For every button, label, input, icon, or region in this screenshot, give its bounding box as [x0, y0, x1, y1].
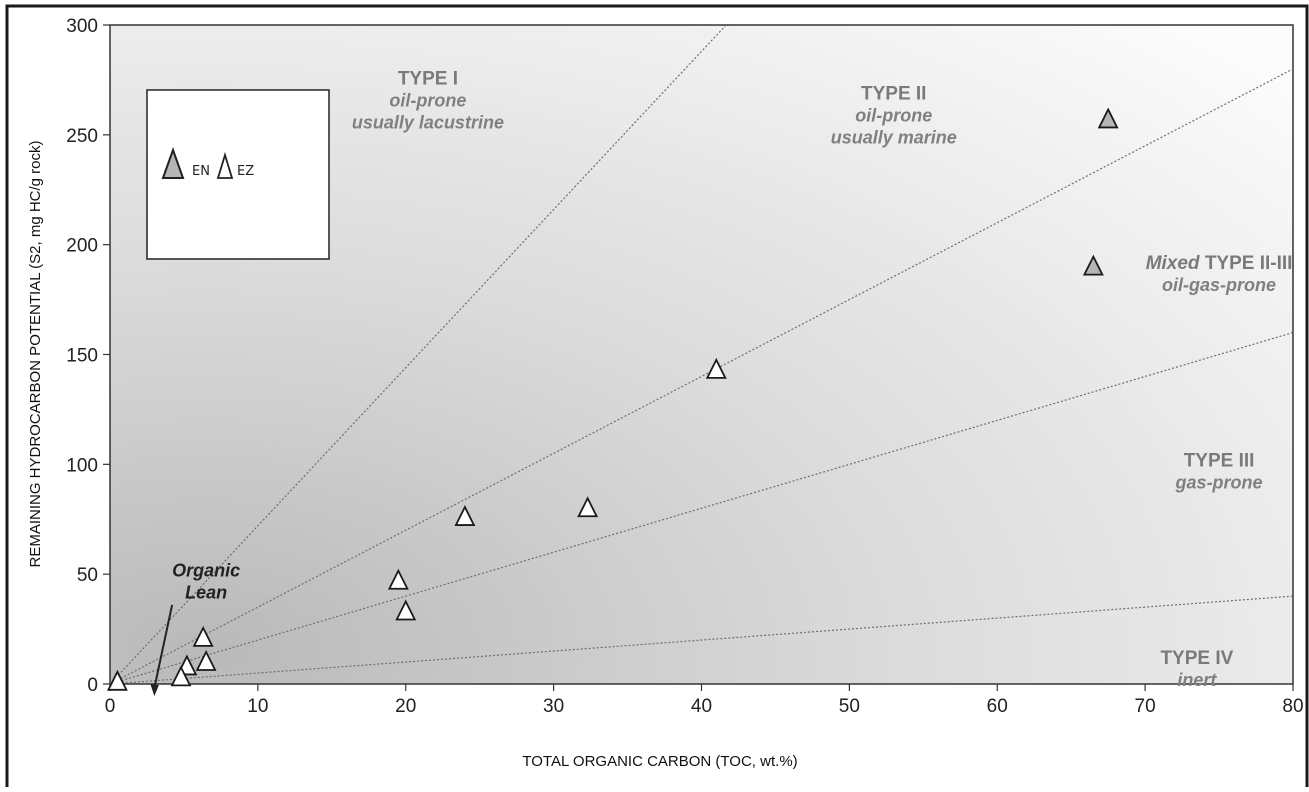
point-ez	[387, 568, 409, 590]
point-en	[1082, 254, 1104, 276]
point-en	[1097, 107, 1119, 129]
legend-en-marker	[161, 147, 185, 179]
legend-ez-label: EZ	[237, 164, 254, 179]
point-ez	[454, 505, 476, 526]
region-title: Mixed TYPE II-III	[1146, 253, 1293, 274]
region-subtitle: inert	[1177, 670, 1217, 690]
axes: 0 10 20 30 40 50 60 70 80 0 50 100 150 200 250 300	[66, 16, 1303, 717]
annotation-arrowhead	[150, 684, 159, 697]
point-ez	[195, 650, 217, 671]
legend-en-label: EN	[192, 164, 210, 179]
x-tick-label: 30	[543, 696, 564, 717]
point-ez	[395, 599, 417, 621]
point-ez	[705, 357, 727, 379]
point-ez	[170, 665, 192, 687]
y-tick-label: 250	[66, 126, 98, 147]
y-tick-label: 50	[77, 565, 98, 586]
region-subtitle: oil-gas-prone	[1162, 275, 1276, 295]
annotation-text: Organic	[172, 560, 240, 580]
region-title: TYPE I	[398, 68, 458, 89]
annotation-arrow	[153, 604, 174, 689]
type-boundary-lines	[110, 25, 1293, 684]
x-tick-label: 0	[105, 696, 116, 717]
x-tick-label: 40	[691, 696, 712, 717]
boundary-line-3	[110, 331, 1293, 684]
region-subtitle: gas-prone	[1175, 473, 1263, 493]
x-tick-label: 50	[839, 696, 860, 717]
x-tick-label: 60	[987, 696, 1008, 717]
point-ez	[577, 496, 599, 518]
x-axis-title: TOTAL ORGANIC CARBON (TOC, wt.%)	[522, 753, 797, 770]
region-title: TYPE IV	[1160, 648, 1233, 669]
boundary-line-1	[110, 25, 727, 684]
point-ez	[192, 625, 214, 647]
y-axis-title: REMAINING HYDROCARBON POTENTIAL (S2, mg …	[27, 140, 44, 567]
region-subtitle: usually lacustrine	[352, 112, 504, 132]
x-tick-label: 80	[1282, 696, 1303, 717]
region-title: TYPE II	[861, 84, 926, 105]
y-tick-label: 100	[66, 455, 98, 476]
axis-titles: TOTAL ORGANIC CARBON (TOC, wt.%) REMAINI…	[27, 140, 798, 770]
y-tick-label: 0	[87, 675, 98, 696]
region-subtitle: oil-prone	[389, 90, 466, 110]
x-tick-label: 70	[1135, 696, 1156, 717]
y-tick-label: 150	[66, 346, 98, 367]
region-subtitle: usually marine	[831, 128, 957, 148]
boundary-line-4	[110, 595, 1293, 684]
x-tick-label: 10	[247, 696, 268, 717]
legend-ez-marker	[216, 151, 234, 179]
annotation-text: Lean	[185, 582, 227, 602]
region-subtitle: oil-prone	[855, 106, 932, 126]
region-title: TYPE III	[1184, 451, 1255, 472]
data-points	[106, 107, 1119, 691]
point-ez	[106, 669, 128, 691]
y-tick-label: 300	[66, 16, 98, 37]
x-tick-label: 20	[395, 696, 416, 717]
legend: EN EZ	[146, 89, 330, 260]
y-tick-label: 200	[66, 236, 98, 257]
